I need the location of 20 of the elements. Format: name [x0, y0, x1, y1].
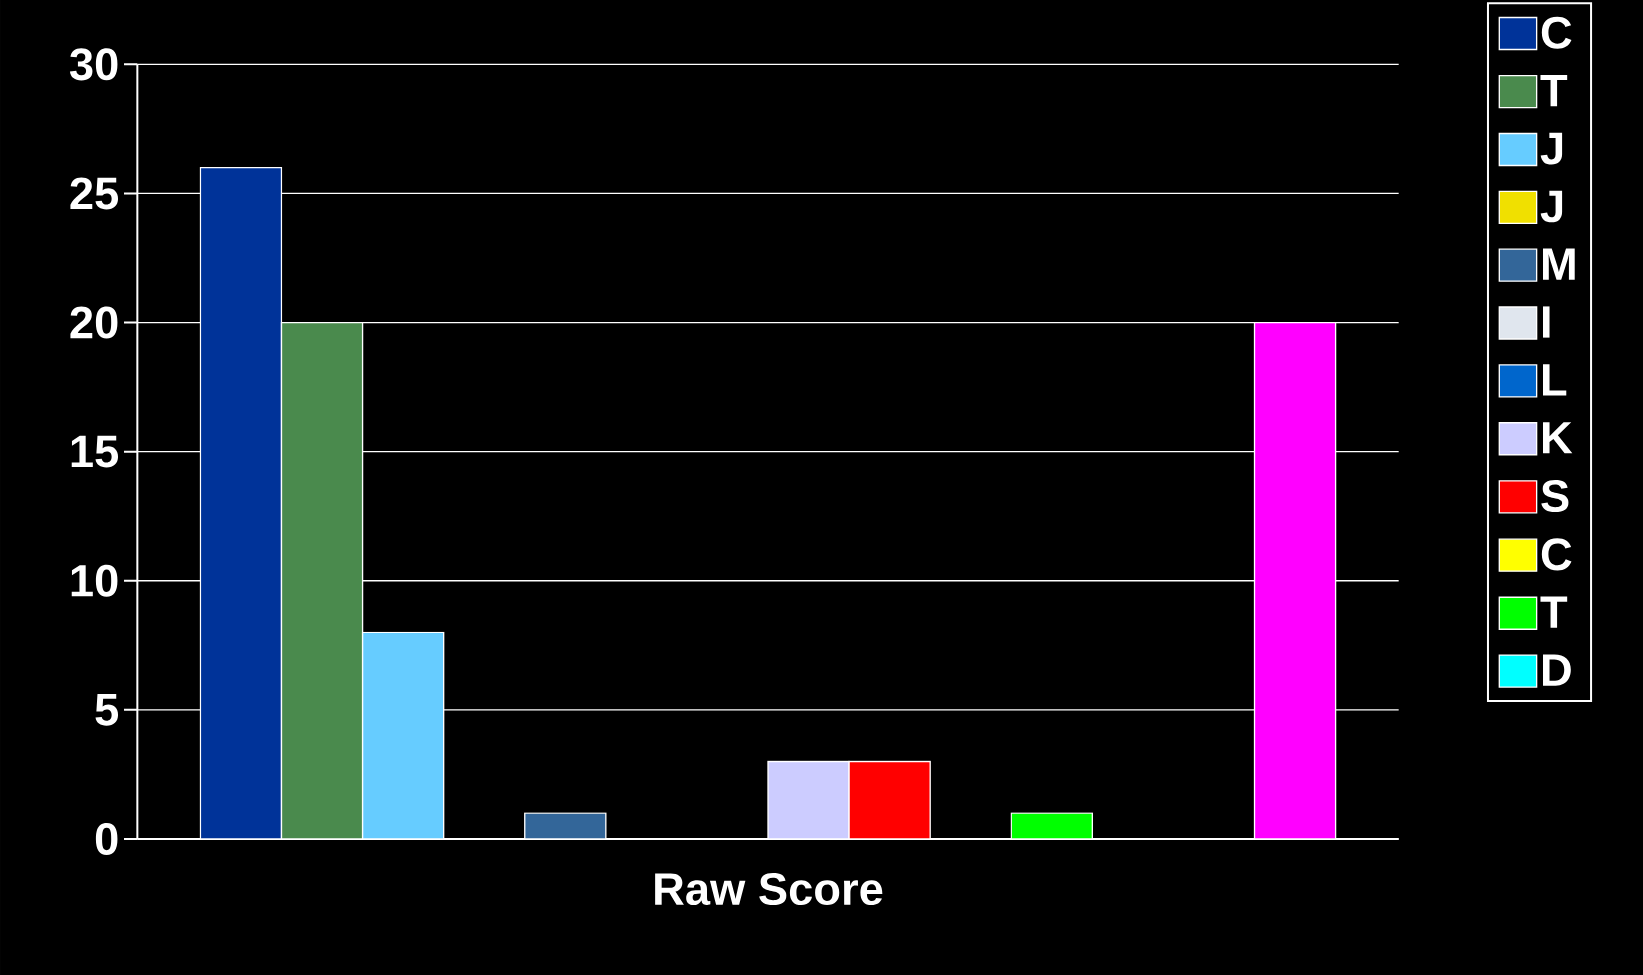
- legend-label: M: [1543, 248, 1575, 280]
- legend-label: C: [1541, 538, 1572, 571]
- y-tick-label: 15: [71, 435, 119, 468]
- y-tick-label: 10: [71, 564, 118, 597]
- legend-label: J: [1540, 190, 1563, 223]
- legend-label: J: [1540, 132, 1563, 165]
- legend-label: T: [1540, 75, 1568, 107]
- legend-label: C: [1541, 16, 1572, 49]
- legend-label: L: [1543, 364, 1567, 396]
- x-tick-label: Raw Score: [655, 873, 883, 906]
- legend-label: T: [1540, 596, 1568, 628]
- y-tick-label: 0: [95, 822, 118, 856]
- y-tick-label: 30: [69, 48, 118, 81]
- legend-label: K: [1543, 422, 1573, 454]
- legend-label: I: [1543, 306, 1550, 338]
- legend-label: S: [1541, 479, 1569, 513]
- y-tick-label: 25: [70, 177, 119, 210]
- y-tick-label: 20: [70, 306, 118, 339]
- legend-label: D: [1543, 654, 1571, 686]
- y-tick-label: 5: [95, 694, 119, 726]
